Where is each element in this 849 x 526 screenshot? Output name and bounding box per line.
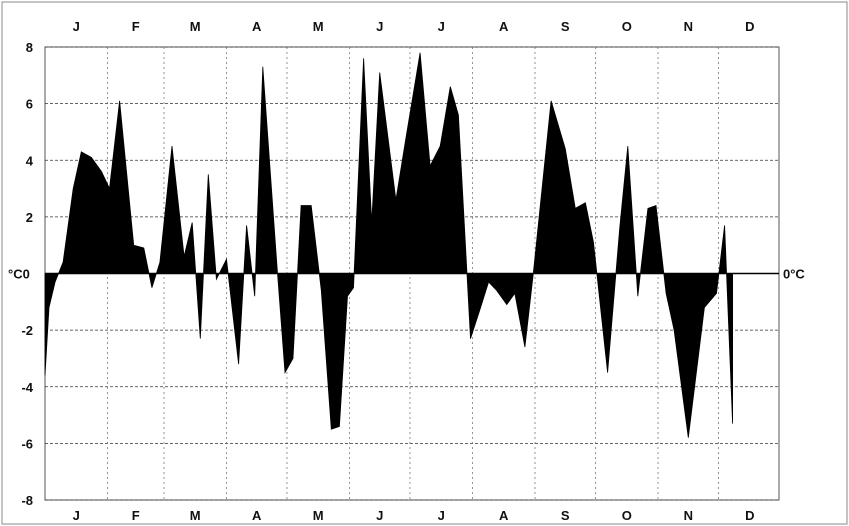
month-label-bottom: J: [376, 508, 383, 523]
month-label-top: J: [376, 19, 383, 34]
month-label-bottom: F: [132, 508, 140, 523]
month-label-bottom: A: [252, 508, 262, 523]
y-tick-label: 4: [26, 153, 34, 168]
month-label-top: N: [684, 19, 693, 34]
month-label-bottom: M: [313, 508, 324, 523]
y-tick-label: 2: [26, 210, 33, 225]
y-tick-label: -4: [21, 380, 33, 395]
month-label-bottom: O: [622, 508, 632, 523]
month-label-bottom: N: [684, 508, 693, 523]
series-area: [44, 52, 734, 438]
zero-label-right: 0°C: [783, 267, 805, 282]
month-label-top: O: [622, 19, 632, 34]
month-label-top: M: [190, 19, 201, 34]
month-label-top: F: [132, 19, 140, 34]
month-label-top: S: [561, 19, 570, 34]
zero-label-left: °C0: [8, 267, 30, 282]
y-tick-label: -2: [21, 323, 33, 338]
y-tick-label: -8: [21, 493, 33, 508]
month-label-bottom: J: [438, 508, 445, 523]
month-label-top: D: [745, 19, 754, 34]
month-label-top: M: [313, 19, 324, 34]
month-label-top: A: [252, 19, 262, 34]
y-tick-label: -6: [21, 436, 33, 451]
month-label-top: A: [499, 19, 509, 34]
month-label-bottom: M: [190, 508, 201, 523]
y-tick-label: 8: [26, 40, 33, 55]
month-label-bottom: S: [561, 508, 570, 523]
month-label-bottom: A: [499, 508, 509, 523]
month-label-top: J: [438, 19, 445, 34]
y-tick-label: 6: [26, 97, 33, 112]
month-label-bottom: J: [73, 508, 80, 523]
month-label-top: J: [73, 19, 80, 34]
month-label-bottom: D: [745, 508, 754, 523]
